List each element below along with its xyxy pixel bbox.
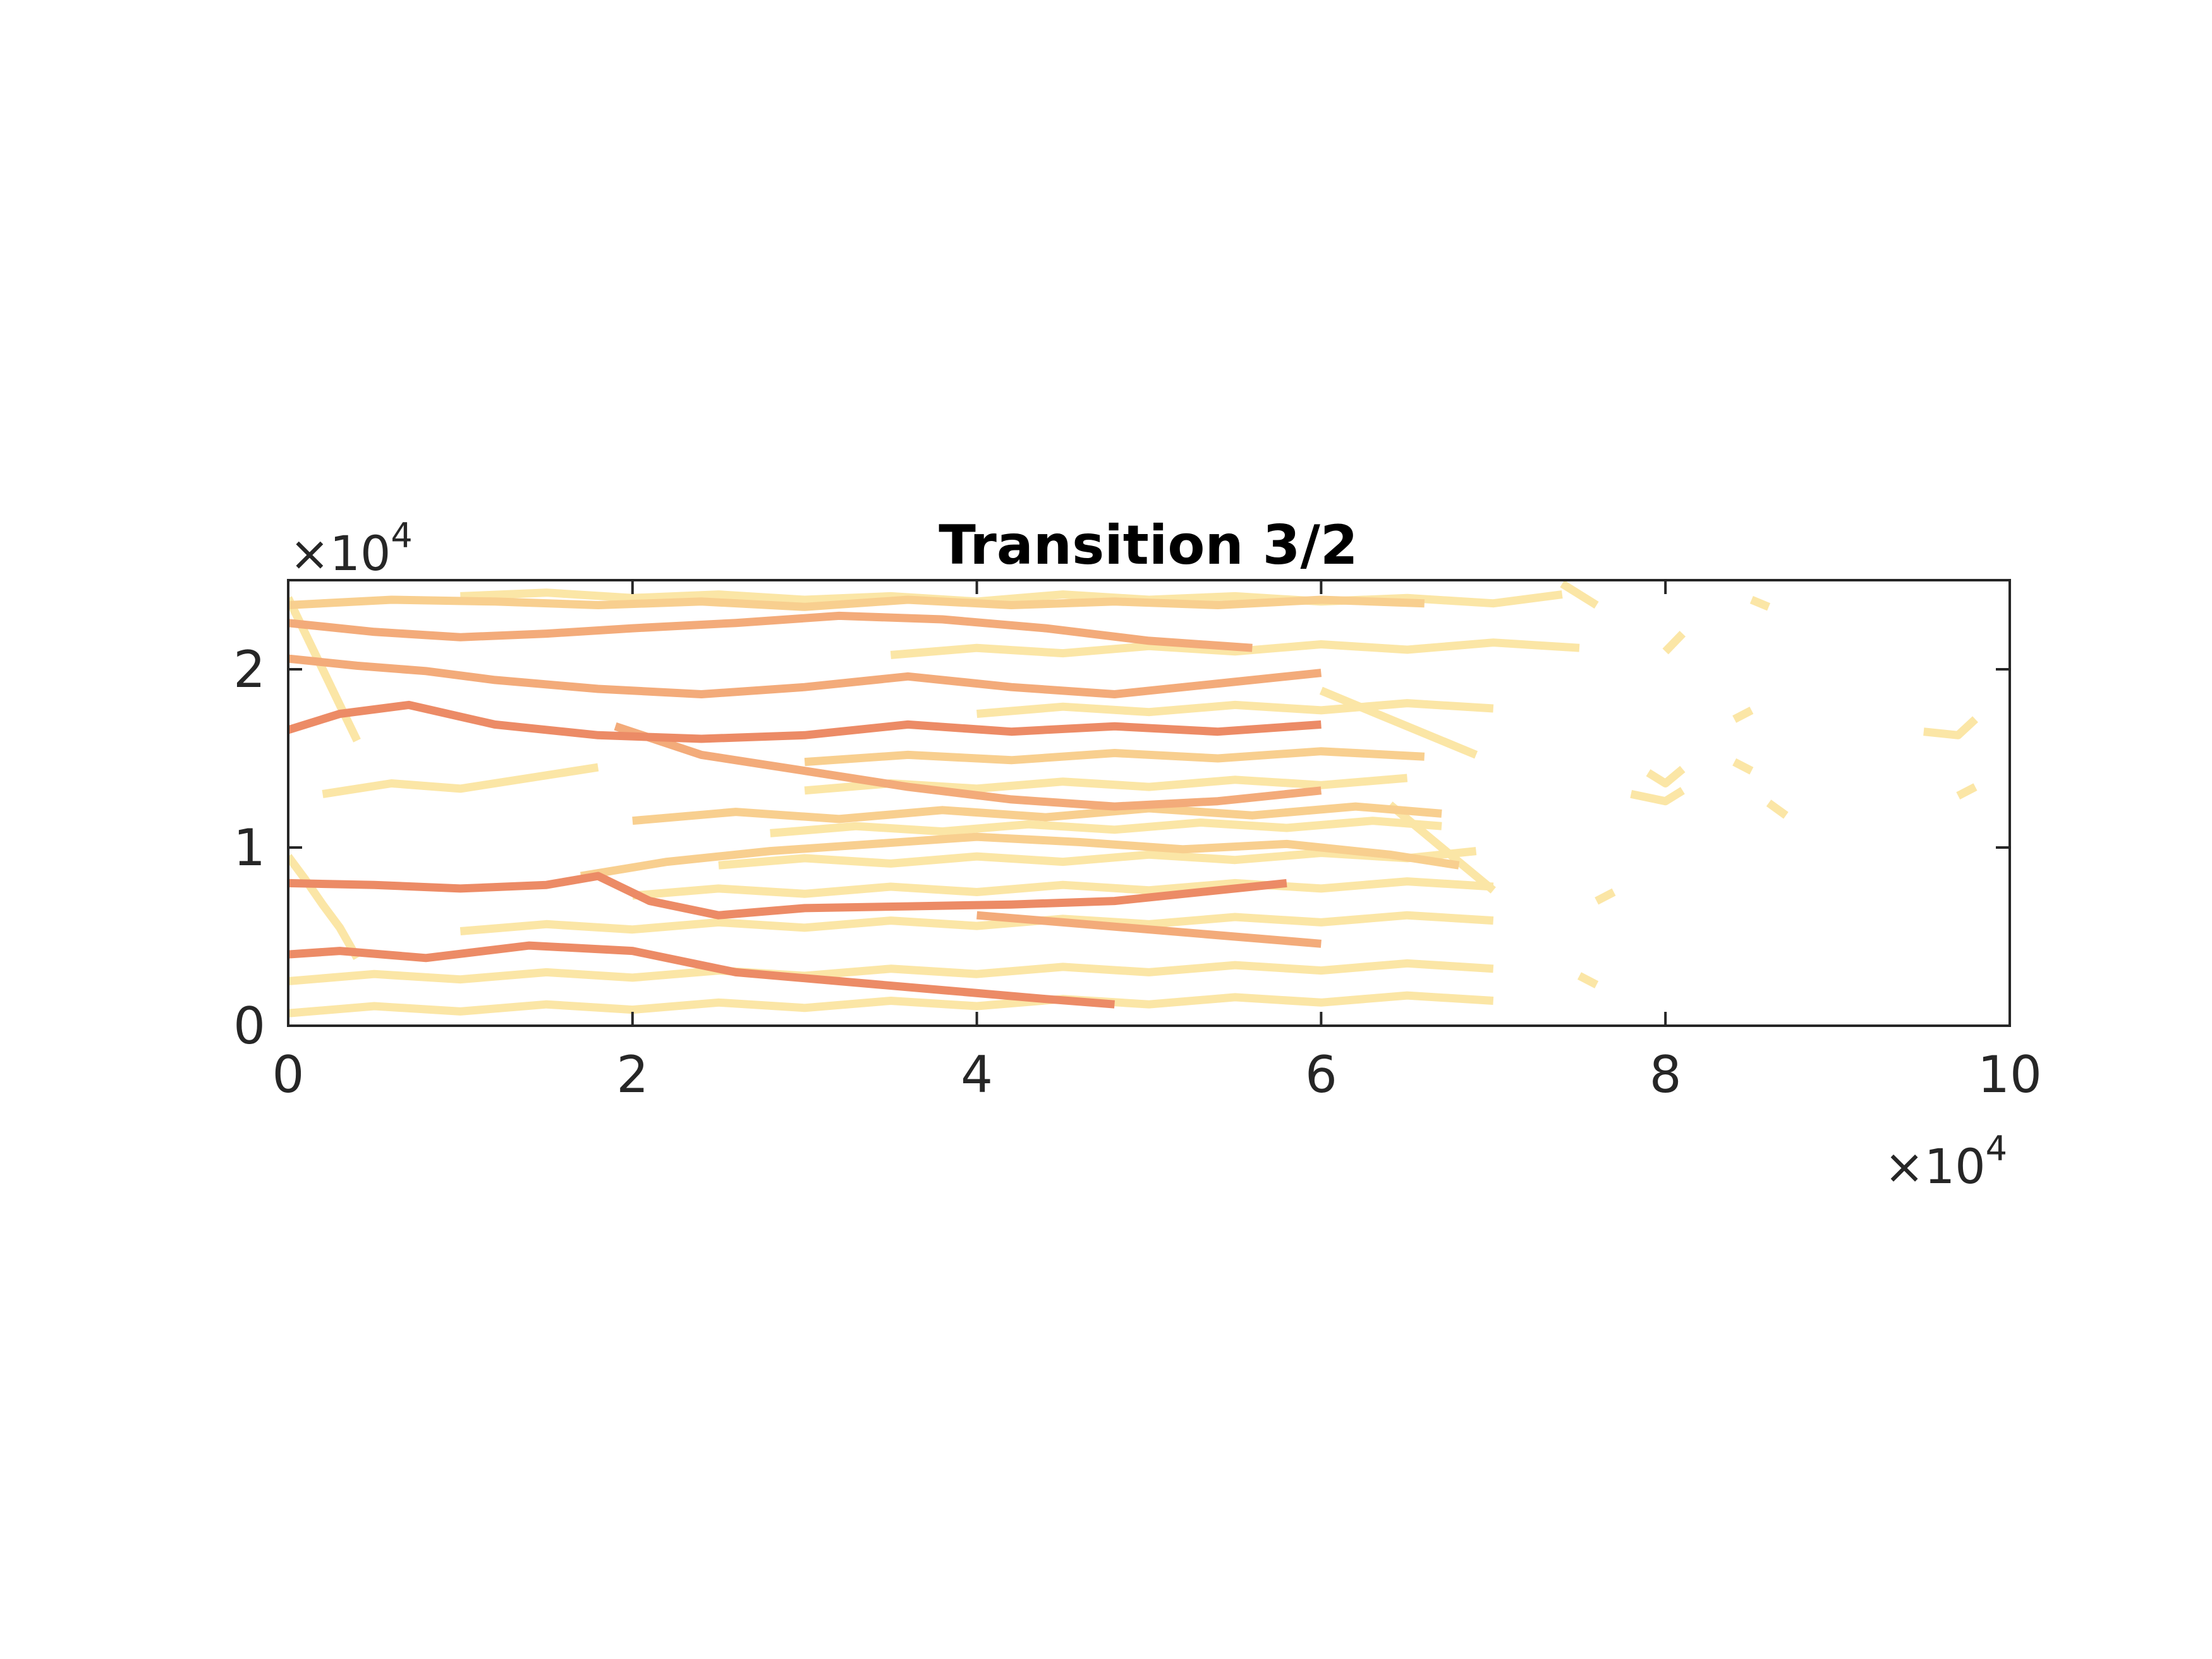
trajectory-line-18 [770, 817, 1442, 837]
x-tick-label: 0 [272, 1045, 305, 1104]
trajectory-line-11 [804, 747, 1425, 767]
trajectory-line-12 [322, 763, 599, 798]
x-tick-label: 2 [616, 1045, 648, 1104]
trajectory-line-36 [1923, 716, 1978, 739]
trajectory-line-3 [288, 700, 1322, 743]
trajectory-line-7 [976, 911, 1322, 948]
y-axis-exponent: ×104 [289, 516, 413, 581]
trajectory-line-34 [1595, 888, 1616, 905]
trajectory-line-8 [288, 595, 1425, 611]
trajectory-line-38 [1560, 580, 1599, 609]
series-group [288, 580, 1978, 1018]
trajectory-line-35 [1577, 972, 1599, 988]
trajectory-line-33 [1766, 799, 1789, 819]
x-tick-label: 4 [961, 1045, 993, 1104]
y-tick-label: 1 [233, 818, 265, 877]
trajectory-line-5 [288, 611, 1253, 652]
trajectory-line-4 [288, 654, 1322, 698]
y-tick-label: 2 [233, 640, 265, 699]
y-exponent-power: 4 [391, 516, 412, 556]
y-tick-label: 0 [233, 997, 265, 1055]
x-tick-label: 8 [1650, 1045, 1682, 1104]
trajectory-line-1 [288, 941, 1115, 1009]
y-axis-ticks: 0 1 2 [233, 640, 2010, 1055]
x-exponent-base: ×10 [1884, 1138, 1985, 1194]
x-tick-label: 10 [1978, 1045, 2042, 1104]
x-tick-label: 6 [1305, 1045, 1337, 1104]
trajectory-line-13 [288, 991, 1494, 1018]
trajectory-line-26 [1387, 801, 1496, 894]
y-exponent-base: ×10 [289, 525, 391, 581]
trajectory-line-21 [890, 638, 1580, 659]
trajectory-line-23 [288, 854, 361, 961]
trajectory-line-14 [288, 959, 1494, 985]
x-exponent-power: 4 [1986, 1129, 2007, 1169]
trajectory-line-29 [1646, 765, 1686, 787]
trajectory-line-28 [1749, 595, 1771, 611]
x-axis-exponent: ×104 [1884, 1129, 2007, 1194]
trajectory-line-31 [1732, 707, 1754, 723]
trajectory-line-30 [1630, 787, 1685, 806]
trajectory-line-10 [632, 802, 1442, 825]
trajectory-line-2 [288, 872, 1287, 920]
trajectory-line-25 [1319, 686, 1478, 759]
trajectory-line-27 [1662, 631, 1686, 655]
trajectory-line-16 [632, 877, 1494, 900]
trajectory-line-32 [1732, 758, 1754, 775]
trajectory-line-20 [976, 699, 1494, 718]
trajectory-line-15 [459, 911, 1494, 935]
plot-frame [287, 579, 2011, 1027]
trajectory-line-6 [614, 722, 1322, 811]
trajectory-line-9 [580, 832, 1460, 880]
chart-title: Transition 3/2 [939, 514, 1358, 577]
x-axis-ticks: 0 2 4 6 8 10 [272, 580, 2042, 1104]
trajectory-line-37 [1956, 783, 1978, 799]
